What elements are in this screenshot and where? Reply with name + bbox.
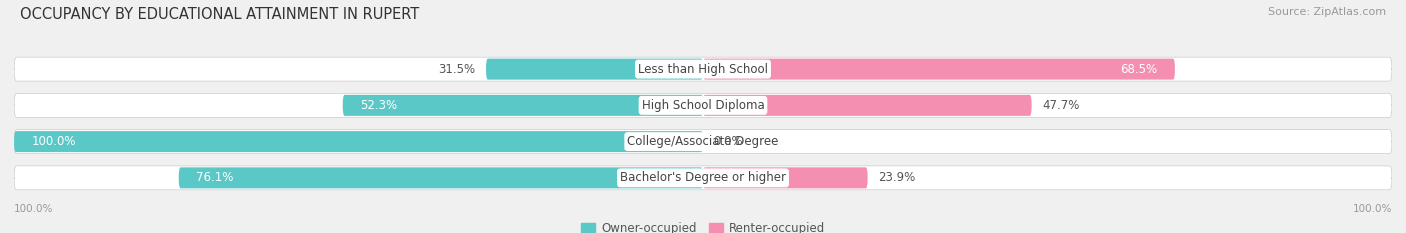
Text: 47.7%: 47.7% (1042, 99, 1080, 112)
Text: 100.0%: 100.0% (14, 204, 53, 214)
FancyBboxPatch shape (179, 167, 703, 188)
Text: 76.1%: 76.1% (195, 171, 233, 184)
Text: 68.5%: 68.5% (1121, 63, 1157, 76)
FancyBboxPatch shape (703, 59, 1175, 80)
Text: OCCUPANCY BY EDUCATIONAL ATTAINMENT IN RUPERT: OCCUPANCY BY EDUCATIONAL ATTAINMENT IN R… (20, 7, 419, 22)
FancyBboxPatch shape (486, 59, 703, 80)
Legend: Owner-occupied, Renter-occupied: Owner-occupied, Renter-occupied (581, 222, 825, 233)
Text: Less than High School: Less than High School (638, 63, 768, 76)
Text: 31.5%: 31.5% (439, 63, 475, 76)
FancyBboxPatch shape (343, 95, 703, 116)
Text: 23.9%: 23.9% (877, 171, 915, 184)
Text: High School Diploma: High School Diploma (641, 99, 765, 112)
Text: 100.0%: 100.0% (1353, 204, 1392, 214)
FancyBboxPatch shape (703, 167, 868, 188)
Text: Bachelor's Degree or higher: Bachelor's Degree or higher (620, 171, 786, 184)
Text: 52.3%: 52.3% (360, 99, 396, 112)
FancyBboxPatch shape (14, 57, 1392, 81)
FancyBboxPatch shape (14, 166, 1392, 190)
FancyBboxPatch shape (14, 93, 1392, 117)
FancyBboxPatch shape (14, 131, 703, 152)
FancyBboxPatch shape (703, 95, 1032, 116)
Text: 0.0%: 0.0% (713, 135, 742, 148)
FancyBboxPatch shape (14, 130, 1392, 154)
Text: Source: ZipAtlas.com: Source: ZipAtlas.com (1268, 7, 1386, 17)
Text: 100.0%: 100.0% (31, 135, 76, 148)
Text: College/Associate Degree: College/Associate Degree (627, 135, 779, 148)
